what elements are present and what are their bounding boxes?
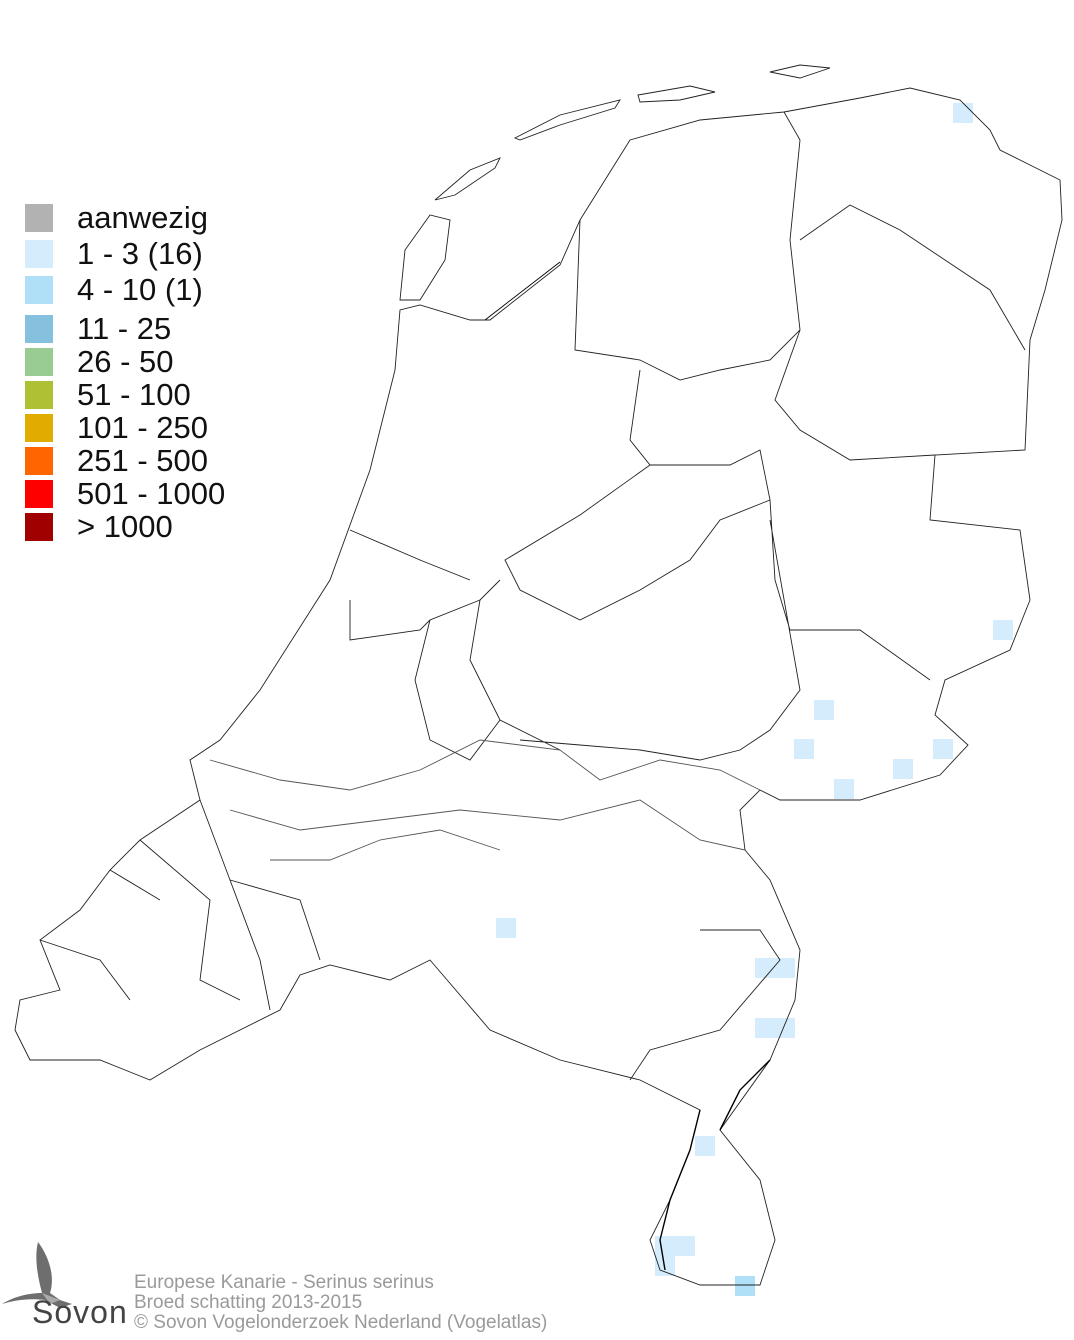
grid-cell xyxy=(893,759,913,779)
legend-item: 251 - 500 xyxy=(25,445,208,476)
sovon-swallow-logo xyxy=(2,1242,72,1308)
legend-item: 4 - 10 (1) xyxy=(25,274,203,305)
legend-label: 51 - 100 xyxy=(77,377,191,412)
grid-cell xyxy=(993,620,1013,640)
legend-item: 101 - 250 xyxy=(25,412,208,443)
grid-cell xyxy=(755,1018,775,1038)
province-flevoland xyxy=(504,369,771,621)
island-vlieland xyxy=(434,157,501,201)
grid-cell xyxy=(775,1018,795,1038)
legend-label: 251 - 500 xyxy=(77,443,208,478)
grid-cell xyxy=(655,1236,675,1256)
province-drenthe xyxy=(774,204,1026,461)
province-utrecht xyxy=(414,599,501,761)
grid-cell xyxy=(933,739,953,759)
legend-swatch xyxy=(25,447,53,475)
afsluitdijk xyxy=(484,261,561,321)
legend-label: aanwezig xyxy=(77,200,208,235)
legend-swatch xyxy=(25,315,53,343)
island-schiermonnikoog xyxy=(769,64,831,79)
legend-label: 4 - 10 (1) xyxy=(77,272,203,307)
legend-swatch xyxy=(25,414,53,442)
legend-label: > 1000 xyxy=(77,509,173,544)
legend-swatch xyxy=(25,276,53,304)
legend-swatch xyxy=(25,513,53,541)
legend-label: 11 - 25 xyxy=(77,311,172,346)
grid-cell xyxy=(496,918,516,938)
caption-period: Broed schatting 2013-2015 xyxy=(134,1292,363,1313)
legend-label: 501 - 1000 xyxy=(77,476,226,511)
province-noordbrabant-zeeland xyxy=(39,799,781,1081)
grid-cell xyxy=(735,1276,755,1296)
grid-cell xyxy=(755,958,775,978)
legend-swatch xyxy=(25,348,53,376)
grid-cell xyxy=(675,1236,695,1256)
legend-item: aanwezig xyxy=(25,202,208,233)
legend-label: 1 - 3 (16) xyxy=(77,236,203,271)
province-noordholland-south xyxy=(349,529,471,641)
rivers xyxy=(209,739,761,861)
grid-cell xyxy=(794,739,814,759)
grid-cell xyxy=(834,779,854,799)
grid-cells xyxy=(496,103,1013,1296)
legend-label: 101 - 250 xyxy=(77,410,208,445)
grid-cell xyxy=(953,103,973,123)
island-texel xyxy=(399,214,451,301)
legend-swatch xyxy=(25,480,53,508)
legend-swatch xyxy=(25,204,53,232)
grid-cell xyxy=(695,1136,715,1156)
legend-swatch xyxy=(25,381,53,409)
legend-item: 501 - 1000 xyxy=(25,478,225,509)
legend-swatch xyxy=(25,240,53,268)
logo-text: Sovon xyxy=(32,1294,128,1330)
legend-label: 26 - 50 xyxy=(77,344,174,379)
grid-cell xyxy=(775,958,795,978)
grid-cell xyxy=(814,700,834,720)
caption-species: Europese Kanarie - Serinus serinus xyxy=(134,1272,434,1293)
legend-item: 51 - 100 xyxy=(25,379,191,410)
island-terschelling xyxy=(513,99,621,141)
legend-item: 1 - 3 (16) xyxy=(25,238,203,269)
province-friesland xyxy=(574,111,801,381)
province-overijssel-gelderland xyxy=(469,499,931,761)
legend-item: 26 - 50 xyxy=(25,346,174,377)
map-caption: Europese Kanarie - Serinus serinus Broed… xyxy=(134,1273,547,1333)
province-limburg-border xyxy=(659,1059,771,1271)
legend-item: > 1000 xyxy=(25,511,173,542)
borders xyxy=(14,64,1063,1286)
island-ameland xyxy=(637,85,716,103)
legend-item: 11 - 25 xyxy=(25,313,171,344)
caption-copyright: © Sovon Vogelonderzoek Nederland (Vogela… xyxy=(134,1312,548,1333)
